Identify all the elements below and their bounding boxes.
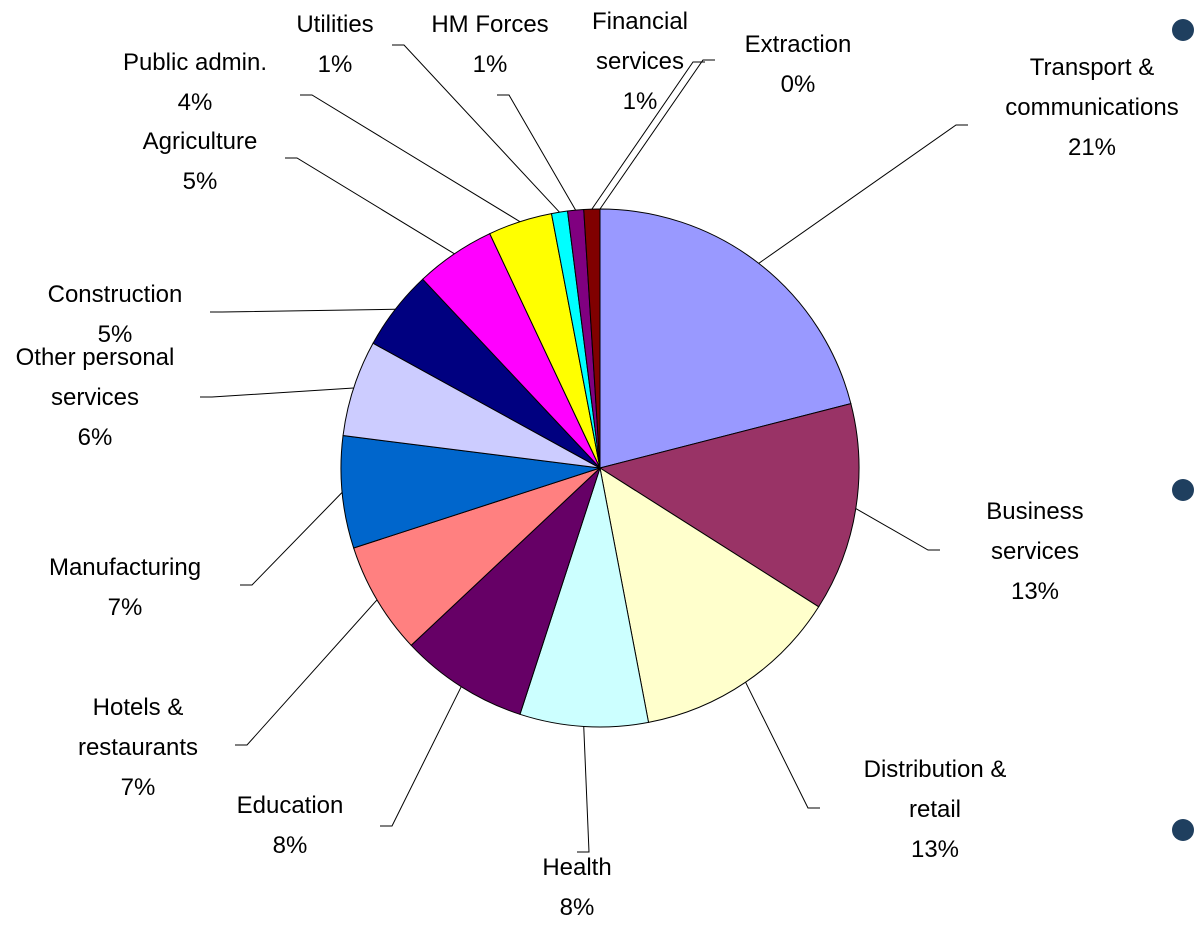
leader-line [758,124,968,264]
category-label: Transport & communications [1005,54,1179,121]
value-label: 1% [472,51,508,78]
leader-line [599,59,715,210]
value-label: 7% [107,594,143,621]
category-label: Agriculture [142,128,258,155]
leader-line [300,94,521,223]
value-label: 5% [97,321,133,348]
category-label: Hotels & restaurants [77,694,199,761]
pie-slice [599,466,820,723]
slice-label: Manufacturing 7% [15,548,235,628]
leader-line [380,686,462,827]
value-label: 1% [317,51,353,78]
leader-line [240,492,343,586]
slice-label: Extraction 0% [723,25,873,105]
slice-label: Other personal services 6% [0,338,200,458]
category-label: Business services [986,498,1084,565]
value-label: 13% [1010,578,1060,605]
slide-bullets [1172,19,1194,841]
value-label: 21% [1067,134,1117,161]
value-label: 1% [622,88,658,115]
leader-line [392,44,560,213]
category-label: Health [542,854,612,881]
pie-slice [598,402,860,608]
category-label: Manufacturing [48,554,202,581]
leader-line [497,94,577,211]
pie-slice [583,208,601,469]
value-label: 13% [910,836,960,863]
leader-line [235,599,378,746]
bullet [1172,819,1194,841]
leader-line [285,157,455,255]
slice-label: Distribution & retail 13% [835,750,1035,870]
slice-label: Public admin. 4% [95,43,295,123]
leader-line [745,681,820,809]
slice-label: Transport & communications 21% [1002,48,1182,168]
slice-label: Agriculture 5% [115,122,285,202]
value-label: 8% [559,894,595,921]
leader-line [591,61,705,210]
category-label: Financial services [591,8,689,75]
value-label: 4% [177,89,213,116]
leader-line [577,726,590,853]
category-label: Utilities [296,11,374,38]
category-label: Public admin. [122,49,268,76]
slice-label: Health 8% [517,848,637,928]
slice-label: Education 8% [210,786,370,866]
slice-label: Construction 5% [15,275,215,355]
value-label: 7% [120,774,156,801]
value-label: 8% [272,832,308,859]
leader-line [855,508,940,551]
slice-label: Financial services 1% [570,2,710,122]
value-label: 5% [182,168,218,195]
category-label: Education [236,792,344,819]
category-label: Other personal services [15,344,175,411]
category-label: Construction [47,281,183,308]
pie-slice [353,467,601,647]
leader-line [210,308,396,313]
bullet [1172,19,1194,41]
leader-line [200,387,354,398]
slice-label: Business services 13% [945,492,1125,612]
category-label: Extraction [744,31,852,58]
value-label: 6% [77,424,113,451]
value-label: 0% [780,71,816,98]
slice-label: HM Forces 1% [415,5,565,85]
category-label: HM Forces [431,11,549,38]
pie-slice [599,208,852,469]
pie-slice [519,467,650,728]
category-label: Distribution & retail [863,756,1007,823]
bullet [1172,479,1194,501]
slice-label: Hotels & restaurants 7% [53,688,223,808]
slice-label: Utilities 1% [280,5,390,85]
pie-slice [340,434,601,549]
